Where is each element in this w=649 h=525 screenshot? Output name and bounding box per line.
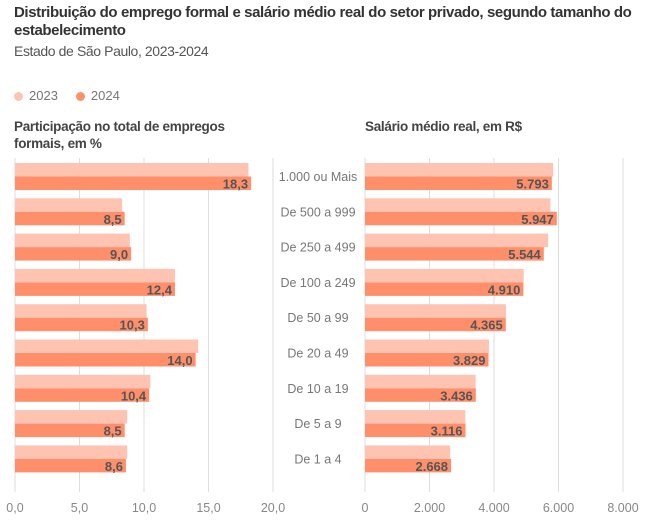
bar-2023 bbox=[365, 374, 476, 389]
category-label: De 100 a 249 bbox=[280, 276, 355, 290]
category-label: De 250 a 499 bbox=[280, 241, 355, 255]
legend: 2023 2024 bbox=[14, 88, 120, 103]
data-label: 4.910 bbox=[488, 282, 521, 297]
x-tick-label: 0,0 bbox=[6, 501, 23, 515]
data-label: 18,3 bbox=[223, 177, 248, 192]
bar-2023 bbox=[365, 445, 451, 459]
bar-2023 bbox=[15, 445, 128, 459]
x-tick-label: 0 bbox=[362, 501, 369, 515]
category-label: De 1 a 4 bbox=[294, 452, 341, 466]
data-label: 8,5 bbox=[104, 424, 122, 439]
data-label: 3.436 bbox=[440, 388, 473, 403]
bar-2023 bbox=[365, 268, 524, 283]
bar-2024 bbox=[15, 247, 132, 261]
legend-item-2023: 2023 bbox=[14, 88, 58, 103]
data-label: 10,3 bbox=[120, 318, 145, 333]
bar-2023 bbox=[365, 304, 507, 318]
bar-2023 bbox=[15, 268, 175, 283]
bar-2024 bbox=[365, 247, 544, 261]
left-chart-title: Participação no total de empregos formai… bbox=[14, 119, 225, 151]
bar-2023 bbox=[15, 233, 130, 248]
data-label: 8,5 bbox=[104, 212, 122, 227]
data-label: 10,4 bbox=[121, 388, 147, 403]
bar-2024 bbox=[15, 458, 126, 473]
category-label: De 20 a 49 bbox=[287, 347, 348, 361]
x-tick-label: 2.000 bbox=[414, 501, 445, 515]
data-label: 3.116 bbox=[431, 424, 463, 439]
data-label: 5.947 bbox=[521, 212, 554, 227]
bar-2024 bbox=[365, 458, 452, 473]
data-label: 8,6 bbox=[105, 459, 123, 474]
bar-2024 bbox=[15, 211, 125, 226]
bar-2023 bbox=[365, 339, 490, 353]
category-label: De 5 a 9 bbox=[294, 417, 341, 431]
x-tick-label: 10,0 bbox=[132, 501, 156, 515]
bar-2024 bbox=[365, 423, 466, 438]
bar-2023 bbox=[15, 304, 147, 318]
bar-2024 bbox=[15, 176, 252, 190]
bar-2023 bbox=[365, 198, 551, 212]
right-chart-title: Salário médio real, em R$ bbox=[365, 119, 522, 134]
data-label: 14,0 bbox=[167, 353, 192, 368]
x-tick-label: 6.000 bbox=[543, 501, 574, 515]
data-label: 4.365 bbox=[470, 318, 503, 333]
bar-2023 bbox=[15, 198, 123, 212]
bar-2023 bbox=[15, 163, 249, 177]
bar-2023 bbox=[365, 410, 466, 424]
bar-2023 bbox=[365, 163, 554, 177]
legend-item-2024: 2024 bbox=[75, 88, 120, 103]
bar-2024 bbox=[365, 211, 557, 226]
x-tick-label: 15,0 bbox=[196, 501, 220, 515]
bar-2023 bbox=[15, 339, 199, 353]
bar-2023 bbox=[365, 233, 549, 248]
data-label: 5.544 bbox=[508, 247, 541, 262]
legend-swatch-2023 bbox=[14, 92, 23, 102]
bar-2024 bbox=[15, 388, 150, 402]
bar-2024 bbox=[15, 423, 125, 438]
x-tick-label: 5,0 bbox=[71, 501, 88, 515]
bar-2023 bbox=[15, 410, 128, 424]
category-label: De 500 a 999 bbox=[280, 205, 355, 219]
bar-2024 bbox=[365, 317, 506, 332]
category-label: De 10 a 19 bbox=[287, 382, 348, 396]
legend-label: 2024 bbox=[90, 88, 120, 103]
legend-label: 2023 bbox=[29, 88, 58, 103]
data-label: 12,4 bbox=[147, 282, 173, 297]
bar-2024 bbox=[15, 317, 148, 332]
x-tick-label: 20,0 bbox=[261, 501, 285, 515]
bar-2023 bbox=[15, 374, 151, 389]
data-label: 9,0 bbox=[110, 247, 128, 262]
data-label: 3.829 bbox=[453, 353, 486, 368]
bar-2024 bbox=[365, 388, 476, 402]
bar-2024 bbox=[365, 353, 489, 367]
data-label: 5.793 bbox=[516, 177, 549, 192]
chart-title: Distribuição do emprego formal e salário… bbox=[14, 4, 632, 39]
legend-swatch-2024 bbox=[75, 92, 85, 102]
category-label: 1.000 ou Mais bbox=[279, 170, 358, 184]
category-label: De 50 a 99 bbox=[287, 311, 348, 325]
data-label: 2.668 bbox=[415, 459, 448, 474]
x-tick-label: 4.000 bbox=[478, 501, 509, 515]
x-tick-label: 8.000 bbox=[607, 501, 638, 515]
chart-subtitle: Estado de São Paulo, 2023-2024 bbox=[14, 43, 209, 59]
bar-2024 bbox=[15, 353, 196, 367]
bar-2024 bbox=[365, 282, 524, 296]
bar-2024 bbox=[15, 282, 175, 296]
bar-2024 bbox=[365, 176, 552, 190]
